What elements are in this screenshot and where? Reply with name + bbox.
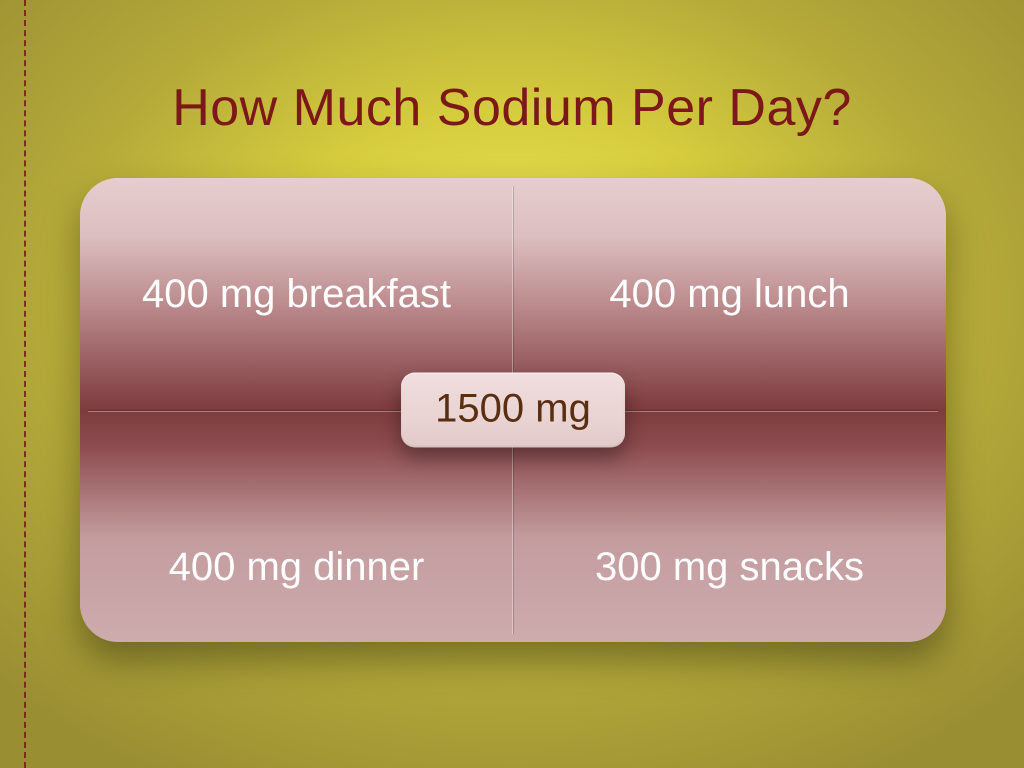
center-total-label: 1500 mg: [435, 387, 591, 431]
quad-snacks-label: 300 mg snacks: [595, 544, 864, 590]
center-total-pill: 1500 mg: [401, 373, 625, 448]
quad-breakfast-label: 400 mg breakfast: [142, 271, 451, 317]
sodium-card: 400 mg breakfast 400 mg lunch 400 mg din…: [80, 178, 946, 642]
quad-dinner-label: 400 mg dinner: [169, 544, 425, 590]
quad-lunch-label: 400 mg lunch: [609, 271, 849, 317]
slide-title: How Much Sodium Per Day?: [0, 78, 1024, 138]
slide: How Much Sodium Per Day? 400 mg breakfas…: [0, 0, 1024, 768]
